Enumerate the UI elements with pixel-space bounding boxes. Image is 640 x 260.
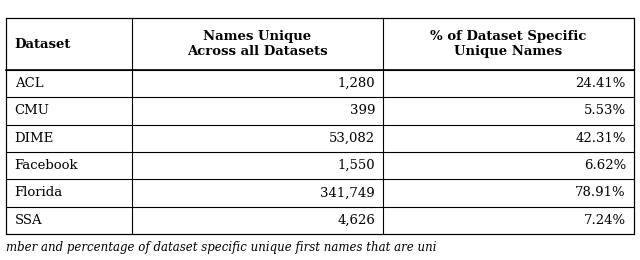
Text: 1,550: 1,550 (337, 159, 375, 172)
Text: Dataset: Dataset (15, 38, 71, 51)
Text: mber and percentage of dataset specific unique first names that are uni: mber and percentage of dataset specific … (6, 240, 437, 253)
Text: % of Dataset Specific
Unique Names: % of Dataset Specific Unique Names (430, 30, 586, 58)
Bar (6, 18, 634, 234)
Text: 53,082: 53,082 (329, 132, 375, 145)
Text: 78.91%: 78.91% (575, 186, 626, 199)
Text: 42.31%: 42.31% (575, 132, 626, 145)
Text: SSA: SSA (15, 214, 42, 227)
Text: 1,280: 1,280 (337, 77, 375, 90)
Text: Florida: Florida (15, 186, 63, 199)
Text: 7.24%: 7.24% (584, 214, 626, 227)
Text: 6.62%: 6.62% (584, 159, 626, 172)
Text: Names Unique
Across all Datasets: Names Unique Across all Datasets (187, 30, 328, 58)
Text: 341,749: 341,749 (320, 186, 375, 199)
Text: 4,626: 4,626 (337, 214, 375, 227)
Text: 5.53%: 5.53% (584, 105, 626, 118)
Text: DIME: DIME (15, 132, 54, 145)
Text: 24.41%: 24.41% (575, 77, 626, 90)
Text: ACL: ACL (15, 77, 44, 90)
Text: Facebook: Facebook (15, 159, 78, 172)
Text: 399: 399 (349, 105, 375, 118)
Text: CMU: CMU (15, 105, 50, 118)
